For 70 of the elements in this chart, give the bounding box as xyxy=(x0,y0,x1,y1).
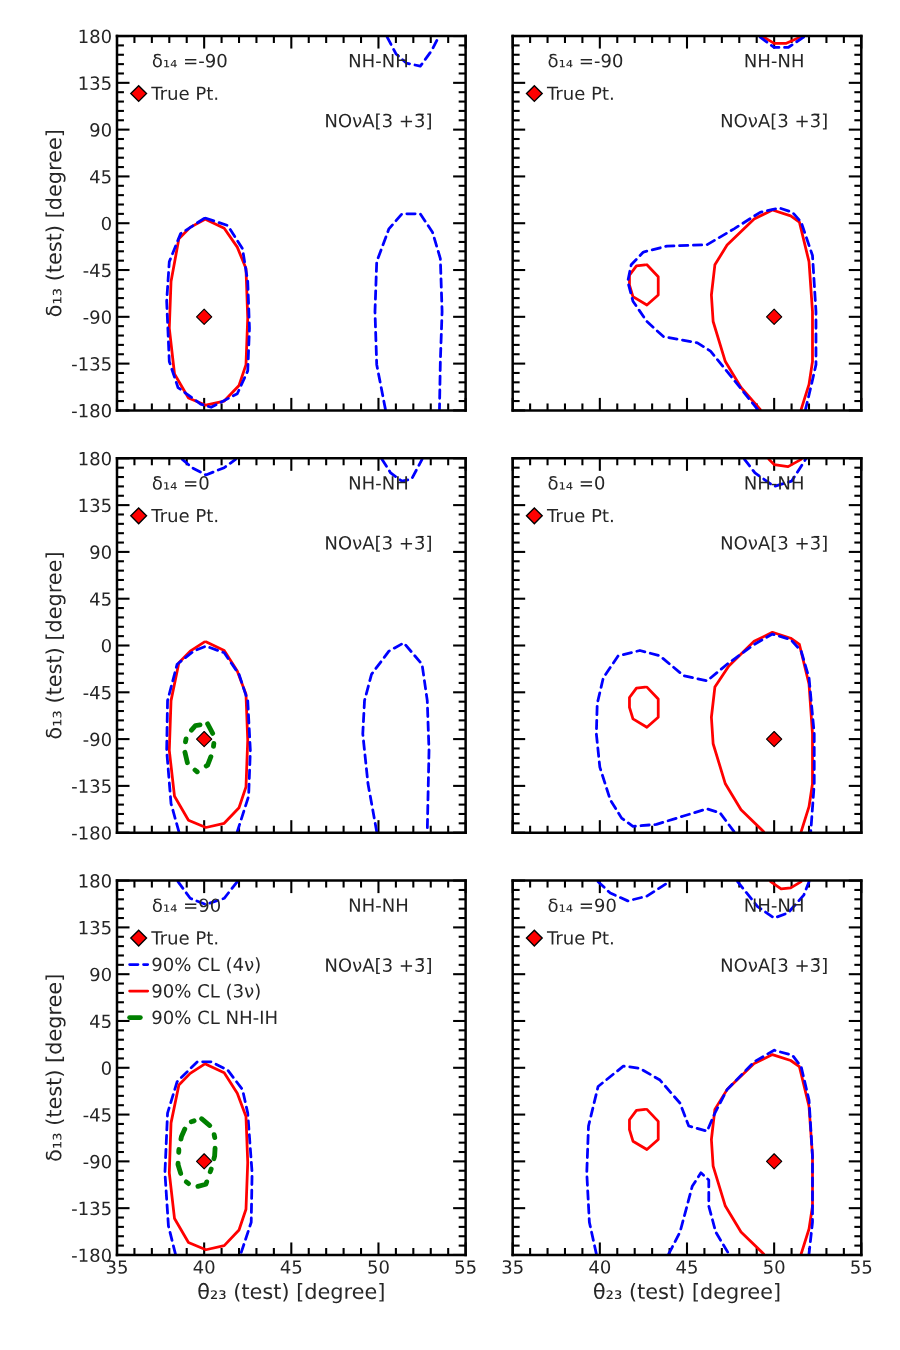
legend-label: True Pt. xyxy=(151,86,218,101)
x-tick-label: 40 xyxy=(193,1260,215,1274)
x-tick-label: 35 xyxy=(502,1260,523,1274)
legend-label: True Pt. xyxy=(546,931,613,945)
annotation: NOνA[3 +3̄] xyxy=(721,957,827,975)
y-tick-label: 0 xyxy=(101,216,111,231)
annotation: δ₁₄ =0 xyxy=(152,476,209,490)
annotation: δ₁₄ =0 xyxy=(548,476,605,490)
y-axis-title: δ₁₃ (test) [degree] xyxy=(45,553,66,739)
y-tick-label: -90 xyxy=(83,310,111,324)
y-tick-label: -135 xyxy=(72,779,111,793)
legend-label: True Pt. xyxy=(546,508,613,523)
y-tick-label: 90 xyxy=(90,123,111,137)
y-tick-label: -180 xyxy=(72,826,111,840)
annotation: NOνA[3 +3̄] xyxy=(326,535,431,552)
y-tick-label: -90 xyxy=(83,1154,111,1169)
y-tick-label: 180 xyxy=(79,451,111,466)
y-tick-label: 90 xyxy=(90,545,111,560)
line-series xyxy=(175,1116,218,1190)
x-tick-label: 45 xyxy=(280,1260,302,1274)
x-tick-label: 50 xyxy=(764,1260,785,1274)
y-tick-label: -180 xyxy=(72,1248,111,1263)
legend-label: True Pt. xyxy=(151,508,218,523)
y-axis-title: δ₁₃ (test) [degree] xyxy=(45,975,66,1161)
y-tick-label: -135 xyxy=(72,1201,111,1216)
y-tick-label: 45 xyxy=(90,592,111,606)
line-series xyxy=(361,641,431,833)
x-axis-title: θ₂₃ (test) [degree] xyxy=(594,1282,780,1304)
y-tick-label: 135 xyxy=(79,920,111,935)
y-tick-label: 180 xyxy=(79,29,111,44)
annotation: NH-NH xyxy=(349,898,408,912)
y-tick-label: 90 xyxy=(90,967,111,982)
x-tick-label: 40 xyxy=(589,1260,611,1274)
y-tick-label: 180 xyxy=(79,874,111,888)
x-tick-label: 35 xyxy=(106,1260,127,1274)
legend-label: 90% CL NH-IH xyxy=(152,1010,277,1025)
y-tick-label: 135 xyxy=(79,76,111,90)
y-tick-label: -45 xyxy=(83,1108,111,1122)
legend-label: 90% CL (3ν) xyxy=(152,983,260,1000)
y-tick-label: -90 xyxy=(83,732,111,747)
x-axis-title: θ₂₃ (test) [degree] xyxy=(198,1282,384,1304)
annotation: NH-NH xyxy=(745,54,803,68)
annotation: δ₁₄ =90 xyxy=(548,898,616,913)
y-tick-label: 45 xyxy=(90,170,111,184)
line-series xyxy=(373,212,444,411)
annotation: δ₁₄ =-90 xyxy=(152,53,227,68)
line-series xyxy=(181,721,218,775)
y-tick-label: -180 xyxy=(72,403,111,418)
annotation: δ₁₄ =-90 xyxy=(548,53,623,68)
y-tick-label: 0 xyxy=(101,638,111,653)
x-tick-label: 55 xyxy=(455,1260,476,1274)
y-tick-label: 45 xyxy=(90,1014,111,1029)
annotation: NOνA[3 +3̄] xyxy=(721,535,827,552)
x-tick-label: 55 xyxy=(851,1260,872,1274)
y-tick-label: 0 xyxy=(101,1061,111,1075)
legend-label: True Pt. xyxy=(151,931,218,945)
annotation: NOνA[3 +3̄] xyxy=(721,113,827,130)
x-tick-label: 45 xyxy=(676,1260,697,1274)
annotation: NOνA[3 +3̄] xyxy=(326,957,431,975)
annotation: NH-NH xyxy=(349,476,408,490)
y-tick-label: -45 xyxy=(83,685,111,700)
annotation: NOνA[3 +3̄] xyxy=(326,113,431,130)
y-tick-label: -135 xyxy=(72,357,111,371)
legend-label: 90% CL (4ν) xyxy=(152,957,260,974)
y-tick-label: 135 xyxy=(79,498,111,513)
y-tick-label: -45 xyxy=(83,263,111,278)
y-axis-title: δ₁₃ (test) [degree] xyxy=(45,130,66,317)
legend-label: True Pt. xyxy=(546,86,613,101)
annotation: δ₁₄ =90 xyxy=(152,898,221,913)
x-tick-label: 50 xyxy=(368,1260,389,1274)
